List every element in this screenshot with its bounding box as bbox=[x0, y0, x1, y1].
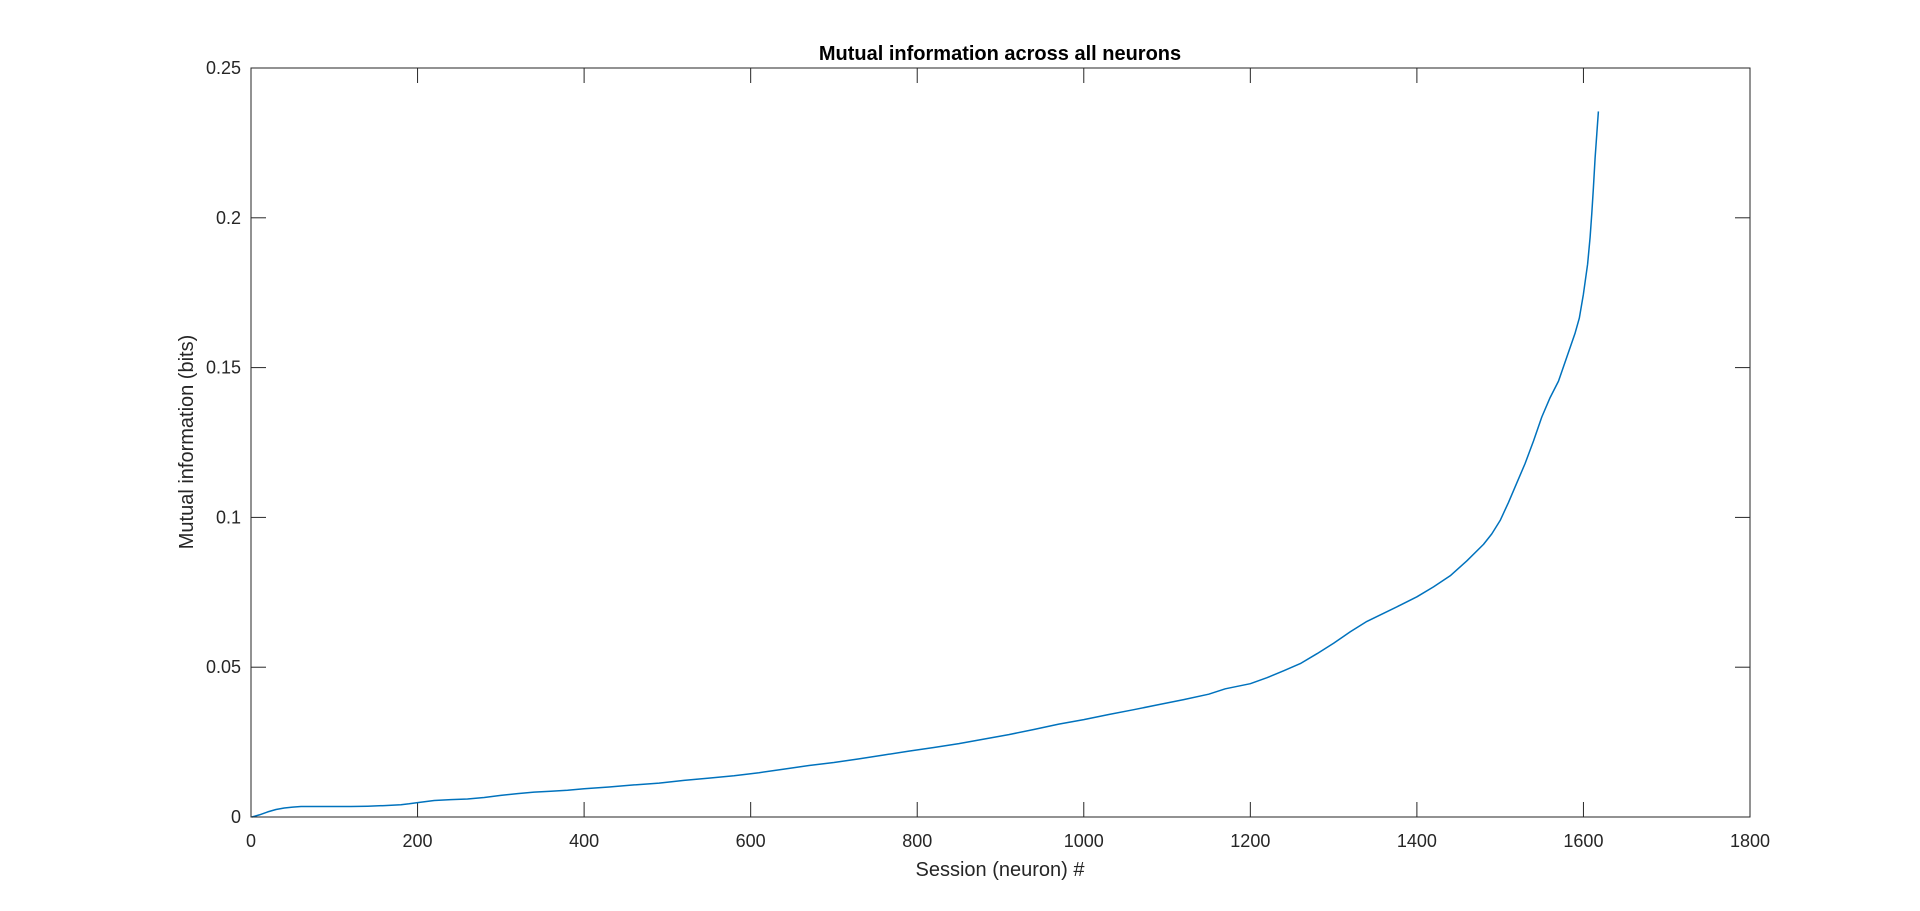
y-tick-label: 0 bbox=[231, 807, 241, 827]
y-axis-label: Mutual information (bits) bbox=[176, 335, 198, 550]
y-tick-label: 0.1 bbox=[216, 507, 241, 527]
y-tick-label: 0.25 bbox=[206, 58, 241, 78]
x-tick-label: 0 bbox=[246, 831, 256, 851]
x-tick-label: 1800 bbox=[1730, 831, 1770, 851]
x-tick-label: 1000 bbox=[1064, 831, 1104, 851]
data-series bbox=[251, 111, 1600, 818]
x-tick-label: 1200 bbox=[1230, 831, 1270, 851]
x-tick-label: 200 bbox=[403, 831, 433, 851]
x-tick-label: 600 bbox=[736, 831, 766, 851]
series-line bbox=[251, 111, 1600, 818]
y-tick-label: 0.2 bbox=[216, 208, 241, 228]
x-tick-label: 400 bbox=[569, 831, 599, 851]
chart-title: Mutual information across all neurons bbox=[819, 43, 1181, 65]
x-tick-label: 1600 bbox=[1563, 831, 1603, 851]
plot-frame bbox=[250, 67, 1751, 818]
x-axis-label: Session (neuron) # bbox=[916, 859, 1086, 881]
plot-area bbox=[251, 68, 1750, 817]
y-tick-label: 0.15 bbox=[206, 358, 241, 378]
y-tick-label: 0.05 bbox=[206, 657, 241, 677]
x-tick-label: 800 bbox=[902, 831, 932, 851]
axis-ticks: 0 200 400 600 800 1000 1200 1400 1600 1800 0 0.05 0.… bbox=[206, 58, 1770, 851]
x-tick-label: 1400 bbox=[1397, 831, 1437, 851]
